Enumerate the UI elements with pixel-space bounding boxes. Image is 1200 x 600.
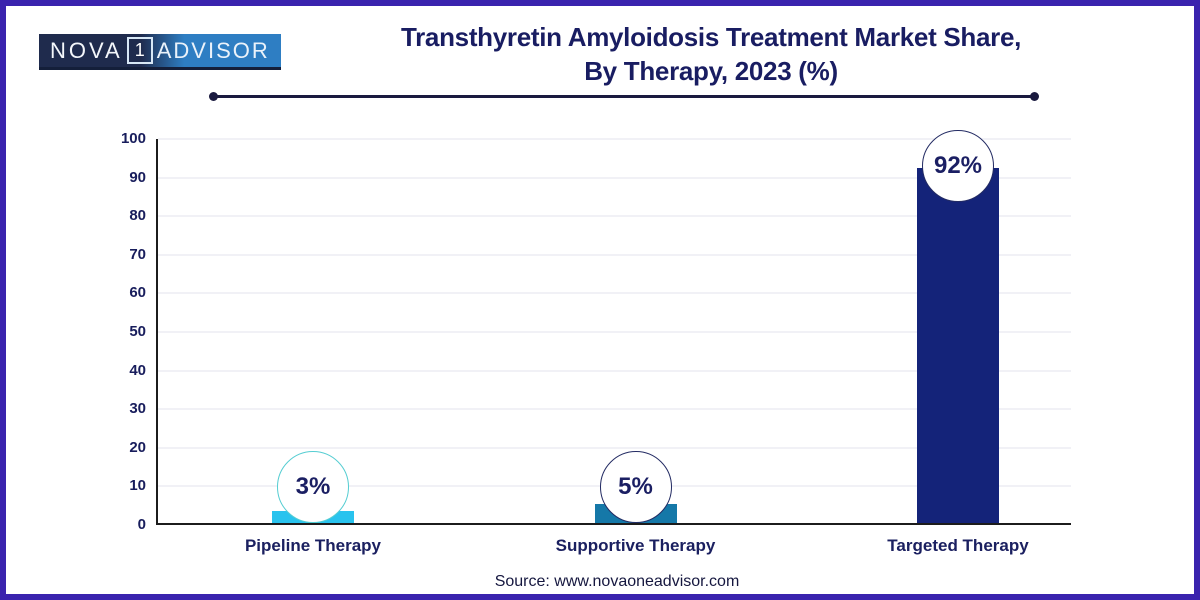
value-badge-targeted-therapy: 92% [922,129,994,202]
gridline [158,292,1071,295]
x-axis-category-label: Pipeline Therapy [244,536,382,555]
logo-number-box: 1 [126,37,153,64]
x-axis-category-label: Supportive Therapy [555,536,716,555]
y-axis-tick-label: 100 [120,130,146,147]
y-axis-tick-label: 40 [129,361,146,379]
y-axis-tick-label: 20 [129,438,146,456]
source-attribution: Source: www.novaoneadvisor.com [494,573,740,590]
title-underline-rule [209,92,1039,101]
plot-area: 0 10 20 30 40 50 60 70 80 90 100 3% Pipeline Therapy… [121,129,1071,555]
gridline [158,215,1071,218]
y-axis-tick-label: 0 [137,516,146,533]
gridline [158,176,1071,179]
y-axis-tick-label: 10 [129,477,146,495]
rule-endpoint-dot-right [1030,92,1039,101]
gridline [158,253,1071,256]
y-axis-tick-label: 80 [129,207,146,225]
chart-title-line1: Transthyretin Amyloidosis Treatment Mark… [400,22,1022,52]
logo-text-nova: NOVA [50,37,123,63]
chart-title-line2: By Therapy, 2023 (%) [584,56,838,86]
gridline [158,369,1071,372]
y-axis-tick-label: 90 [129,168,146,186]
value-badge-pipeline-therapy: 3% [277,451,349,523]
nova-one-advisor-logo: NOVA 1 ADVISOR [39,34,281,70]
y-axis-tick-label: 50 [129,323,146,340]
gridline [158,331,1071,333]
x-axis-category-label: Targeted Therapy [887,536,1029,555]
gridline [158,446,1071,449]
bar-targeted-therapy [917,167,999,523]
chart-title: Transthyretin Amyloidosis Treatment Mark… [246,20,1176,88]
value-badge-supportive-therapy: 5% [599,451,672,523]
logo-text-advisor: ADVISOR [156,37,270,63]
y-axis-tick-label: 30 [129,400,146,418]
gridline [158,138,1071,140]
y-axis-tick-label: 70 [129,245,146,263]
rule-endpoint-dot-left [209,92,218,101]
gridline [158,408,1071,411]
y-axis-tick-label: 60 [129,284,146,302]
